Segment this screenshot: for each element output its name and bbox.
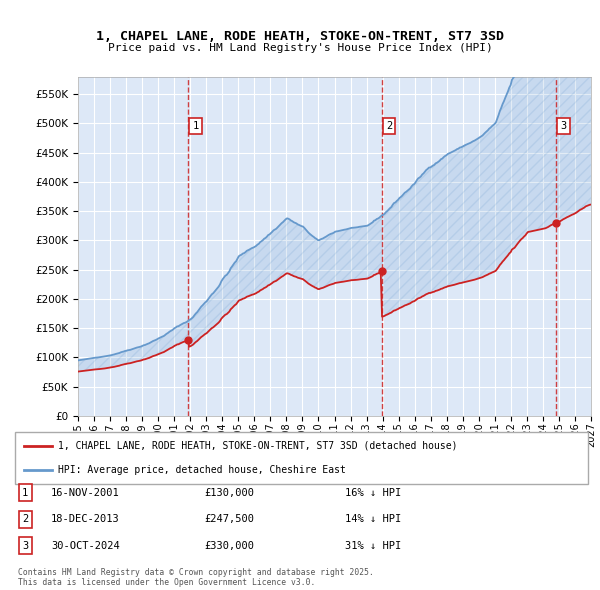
Text: 30-OCT-2024: 30-OCT-2024 xyxy=(51,541,120,550)
Text: 3: 3 xyxy=(22,541,28,550)
Text: 1: 1 xyxy=(22,488,28,497)
Text: £247,500: £247,500 xyxy=(204,514,254,524)
Text: 31% ↓ HPI: 31% ↓ HPI xyxy=(345,541,401,550)
Text: 16-NOV-2001: 16-NOV-2001 xyxy=(51,488,120,497)
Text: 2: 2 xyxy=(386,121,392,131)
Text: 3: 3 xyxy=(560,121,566,131)
Text: Price paid vs. HM Land Registry's House Price Index (HPI): Price paid vs. HM Land Registry's House … xyxy=(107,44,493,53)
Text: 16% ↓ HPI: 16% ↓ HPI xyxy=(345,488,401,497)
Text: 1, CHAPEL LANE, RODE HEATH, STOKE-ON-TRENT, ST7 3SD: 1, CHAPEL LANE, RODE HEATH, STOKE-ON-TRE… xyxy=(96,30,504,43)
Text: £130,000: £130,000 xyxy=(204,488,254,497)
Text: 2: 2 xyxy=(22,514,28,524)
Text: 1, CHAPEL LANE, RODE HEATH, STOKE-ON-TRENT, ST7 3SD (detached house): 1, CHAPEL LANE, RODE HEATH, STOKE-ON-TRE… xyxy=(58,441,457,451)
FancyBboxPatch shape xyxy=(15,432,588,484)
Text: 1: 1 xyxy=(193,121,199,131)
Text: 14% ↓ HPI: 14% ↓ HPI xyxy=(345,514,401,524)
Text: 18-DEC-2013: 18-DEC-2013 xyxy=(51,514,120,524)
Text: Contains HM Land Registry data © Crown copyright and database right 2025.
This d: Contains HM Land Registry data © Crown c… xyxy=(18,568,374,587)
Text: £330,000: £330,000 xyxy=(204,541,254,550)
Text: HPI: Average price, detached house, Cheshire East: HPI: Average price, detached house, Ches… xyxy=(58,465,346,475)
